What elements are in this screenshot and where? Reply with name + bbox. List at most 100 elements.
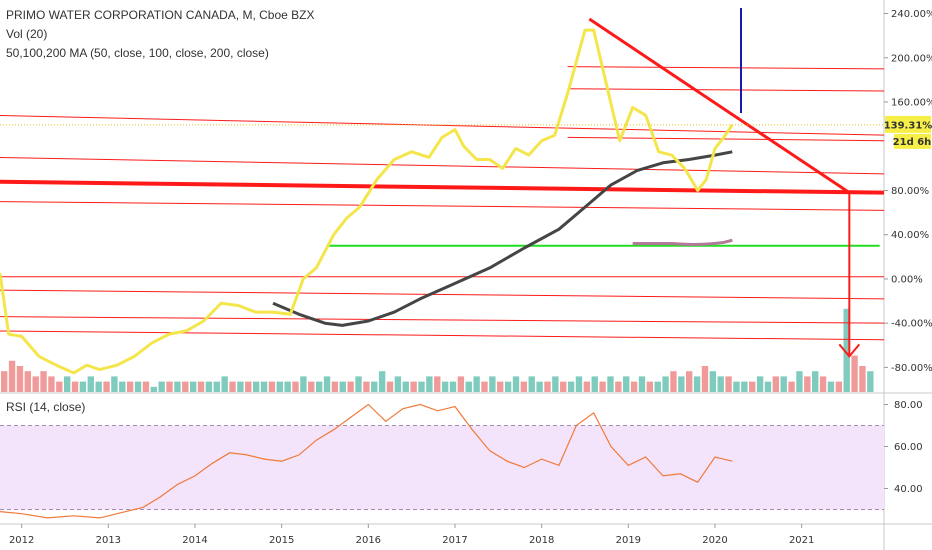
volume-bar — [166, 381, 173, 392]
resistance-line — [0, 157, 885, 175]
volume-bar — [512, 376, 520, 392]
volume-bar — [119, 381, 126, 392]
price-point — [393, 158, 395, 161]
volume-bar — [827, 381, 835, 392]
rsi-tick-label: 80.00 — [894, 400, 923, 411]
price-tick-label: -40.00% — [891, 319, 932, 330]
volume-bar — [182, 381, 189, 392]
volume-bar — [717, 376, 724, 392]
chart-title: PRIMO WATER CORPORATION CANADA, M, Cboe … — [6, 8, 315, 22]
time-tick-label: 2014 — [182, 535, 207, 546]
volume-bar — [63, 376, 71, 392]
price-point — [255, 311, 257, 313]
volume-bar — [843, 308, 850, 392]
price-point — [476, 158, 478, 161]
price-point — [168, 333, 170, 335]
price-point — [411, 151, 413, 153]
price-point — [705, 178, 707, 181]
time-tick-label: 2018 — [529, 535, 554, 546]
volume-bar — [158, 381, 165, 392]
volume-bar — [489, 376, 496, 392]
price-point — [454, 129, 456, 131]
price-point — [632, 106, 634, 109]
time-tick-label: 2013 — [96, 535, 121, 546]
volume-bar — [520, 381, 528, 392]
volume-bar — [1, 371, 8, 392]
rsi-band — [0, 425, 884, 510]
price-point — [55, 364, 57, 366]
volume-bar — [197, 381, 205, 392]
time-tick-label: 2019 — [616, 535, 641, 546]
price-point — [645, 114, 647, 116]
volume-bar — [819, 376, 827, 392]
volume-bar — [457, 376, 465, 392]
time-tick-label: 2017 — [442, 535, 467, 546]
volume-bar — [630, 381, 638, 392]
volume-bars — [1, 308, 874, 392]
volume-bar — [24, 371, 31, 392]
price-point — [489, 158, 491, 161]
volume-bar — [835, 381, 843, 392]
volume-bar — [473, 376, 480, 392]
volume-bar — [583, 381, 591, 392]
volume-bar — [300, 376, 307, 392]
volume-bar — [772, 376, 780, 392]
price-point — [428, 156, 430, 158]
volume-bar — [575, 376, 583, 392]
price-tick-label: 0.00% — [891, 274, 923, 285]
volume-bar — [441, 381, 449, 392]
drawings[interactable] — [0, 8, 885, 358]
volume-bar — [654, 381, 661, 392]
volume-bar — [591, 376, 598, 392]
price-point — [554, 134, 556, 136]
price-point — [203, 320, 205, 322]
time-tick-label: 2012 — [9, 535, 34, 546]
axes: 240.00% 200.00% 160.00% 80.00% 40.00% 0.00% -4… — [9, 9, 932, 546]
price-point — [289, 313, 291, 315]
price-point — [376, 178, 378, 181]
price-point — [723, 136, 725, 138]
volume-bar — [205, 381, 213, 392]
volume-bar — [386, 381, 394, 392]
price-point — [714, 147, 716, 150]
rsi-tick-label: 40.00 — [894, 484, 923, 495]
volume-bar — [536, 381, 543, 392]
volume-bar — [103, 381, 110, 392]
price-point — [315, 267, 317, 269]
volume-bar — [410, 381, 417, 392]
price-point — [515, 147, 517, 150]
volume-bar — [749, 381, 756, 392]
volume-bar — [71, 381, 79, 392]
volume-bar — [339, 381, 346, 392]
price-point — [185, 330, 187, 332]
volume-bar — [292, 381, 299, 392]
volume-bar — [615, 381, 622, 392]
volume-bar — [693, 376, 701, 392]
volume-bar — [867, 371, 874, 392]
time-tick-label: 2015 — [269, 535, 294, 546]
price-point — [584, 29, 586, 31]
volume-bar — [560, 381, 567, 392]
down-arrow-head — [838, 343, 861, 358]
volume-bar — [276, 381, 283, 392]
rsi-line — [0, 403, 733, 519]
volume-bar — [859, 366, 866, 392]
downtrend-line — [588, 17, 851, 194]
price-tick-label: 40.00% — [891, 230, 929, 241]
volume-bar — [245, 381, 252, 392]
price-point — [133, 355, 135, 357]
volume-bar — [56, 381, 63, 392]
countdown-badge-box — [894, 133, 931, 149]
volume-bar — [48, 376, 55, 392]
price-point — [658, 151, 660, 153]
price-badge-value: 139.31% — [884, 120, 932, 131]
price-tick-label: 160.00% — [891, 98, 932, 109]
price-tick-label: -80.00% — [891, 363, 932, 374]
volume-bar — [16, 366, 24, 392]
volume-bar — [323, 376, 331, 392]
volume-bar — [371, 381, 378, 392]
volume-bar — [142, 381, 150, 392]
volume-bar — [8, 360, 16, 392]
volume-bar — [764, 381, 772, 392]
